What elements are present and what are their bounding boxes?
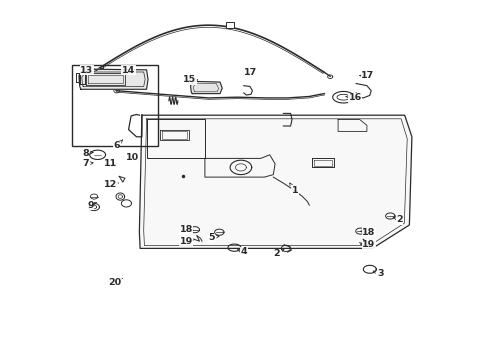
Text: 7: 7 [82,159,93,168]
Text: 13: 13 [80,66,97,75]
Text: 18: 18 [360,228,375,237]
Text: 18: 18 [179,225,193,234]
Text: 16: 16 [345,94,361,102]
Text: 9: 9 [87,201,97,210]
Bar [226,22,233,28]
Text: 20: 20 [108,278,122,287]
Text: 6: 6 [113,140,122,150]
Text: 17: 17 [244,68,257,77]
Text: 14: 14 [121,66,135,75]
Polygon shape [190,81,222,94]
Bar [72,65,158,146]
Text: 19: 19 [179,237,193,246]
Text: 10: 10 [125,153,139,162]
Text: 19: 19 [360,240,375,249]
Text: 11: 11 [104,159,118,168]
Text: 15: 15 [183,76,197,85]
Text: 4: 4 [237,248,246,256]
Text: 2: 2 [392,215,402,224]
Polygon shape [79,69,148,89]
Text: 2: 2 [273,249,284,258]
Text: 12: 12 [104,180,118,189]
Text: 8: 8 [82,149,93,158]
Text: 1: 1 [289,183,298,195]
Text: 3: 3 [372,269,383,278]
Text: 17: 17 [359,71,373,80]
Text: 5: 5 [208,233,219,242]
Polygon shape [139,115,411,248]
